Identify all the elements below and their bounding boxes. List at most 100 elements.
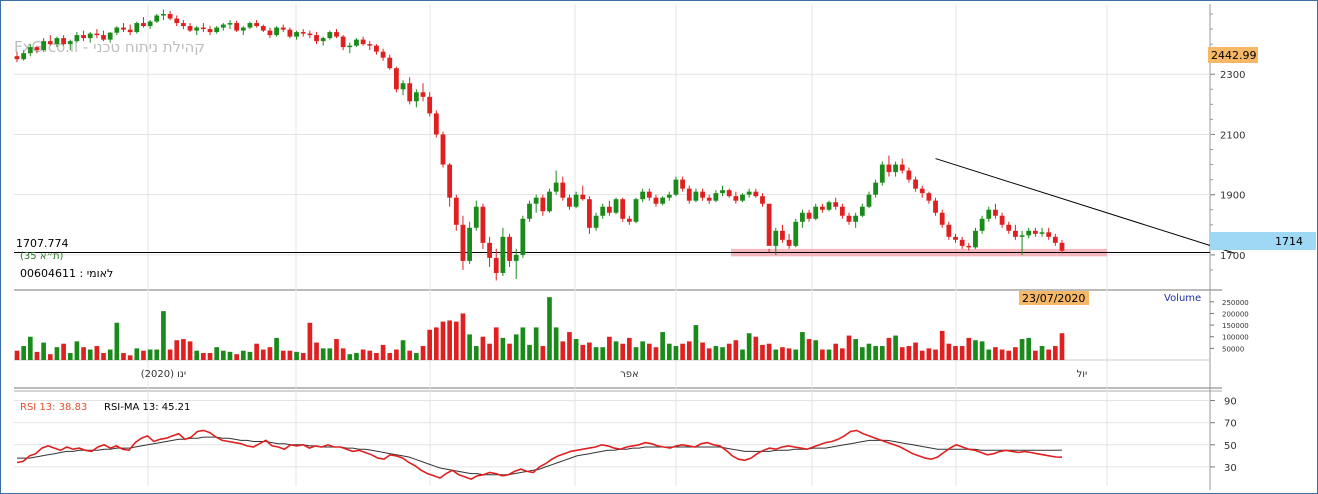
volume-tick-label: 200000 <box>1222 310 1249 318</box>
candle-body <box>573 194 579 207</box>
volume-bar <box>167 349 173 360</box>
volume-bar <box>161 311 166 360</box>
candle-body <box>287 29 293 37</box>
candle-body <box>300 32 306 34</box>
candle-body <box>766 203 772 246</box>
volume-bar <box>793 349 799 360</box>
volume-bar <box>453 321 459 360</box>
volume-bar <box>460 313 466 360</box>
candle-body <box>314 35 319 42</box>
volume-bar <box>600 347 606 360</box>
candle-body <box>147 21 153 27</box>
candle-body <box>480 206 486 243</box>
volume-bar <box>760 344 765 360</box>
volume-bar <box>800 332 805 360</box>
volume-bar <box>627 337 632 360</box>
volume-bar <box>993 347 998 360</box>
candle-body <box>1032 230 1038 234</box>
candle-body <box>41 41 47 51</box>
volume-bar <box>959 346 965 360</box>
volume-bar <box>607 336 612 360</box>
candle-body <box>267 30 273 36</box>
candle-body <box>247 23 253 28</box>
candle-body <box>873 182 879 195</box>
volume-bar <box>766 343 772 360</box>
candle-body <box>14 56 20 60</box>
date-tag: 23/07/2020 <box>1022 292 1085 305</box>
candle-body <box>826 202 832 210</box>
volume-bar <box>354 353 359 360</box>
candle-body <box>1006 224 1012 231</box>
candle-body <box>460 224 466 261</box>
candle-body <box>207 29 213 33</box>
volume-bar <box>360 349 366 360</box>
last-price-tag-bg <box>1208 47 1258 63</box>
volume-bar <box>939 330 945 360</box>
rsi-tick-label: 90 <box>1224 397 1237 408</box>
volume-bar <box>374 353 379 360</box>
candle-body <box>846 215 852 222</box>
price-tick-label: 1900 <box>1220 191 1245 202</box>
candle-body <box>67 41 73 45</box>
volume-bar <box>553 327 559 360</box>
volume-bar <box>480 336 486 360</box>
volume-bar <box>207 353 213 360</box>
candle-body <box>893 164 898 173</box>
candle-body <box>773 230 779 246</box>
price-tick-label: 2100 <box>1220 130 1245 141</box>
volume-bar <box>274 337 279 360</box>
volume-bar <box>334 339 339 360</box>
volume-bar <box>54 347 60 360</box>
price-tick-label: 1700 <box>1220 251 1245 262</box>
candle-body <box>114 27 120 33</box>
volume-bar <box>859 347 865 360</box>
candle-body <box>606 206 612 213</box>
volume-tick-label: 100000 <box>1222 334 1249 342</box>
volume-bar <box>773 349 779 360</box>
volume-bar <box>593 347 599 360</box>
candle-body <box>161 14 166 16</box>
volume-bar <box>221 350 226 360</box>
candle-body <box>646 191 652 198</box>
volume-bar <box>919 350 925 360</box>
volume-bar <box>174 340 180 360</box>
candle-body <box>354 39 359 46</box>
volume-bar <box>573 339 579 360</box>
volume-bar <box>320 348 326 360</box>
volume-tick-label: 150000 <box>1222 322 1249 330</box>
candle-body <box>420 92 426 97</box>
candle-body <box>400 83 406 90</box>
candle-body <box>473 206 479 228</box>
candle-body <box>613 199 619 213</box>
candle-body <box>620 199 626 219</box>
volume-bar <box>14 350 20 360</box>
volume-bar <box>1039 346 1045 360</box>
volume-bar <box>1059 333 1065 360</box>
candle-body <box>1013 230 1018 237</box>
candle-body <box>966 245 972 248</box>
candle-body <box>1046 232 1052 237</box>
volume-bar <box>127 355 133 360</box>
candle-body <box>547 191 552 212</box>
candle-body <box>806 212 812 219</box>
candle-body <box>973 230 978 248</box>
candle-body <box>407 83 413 102</box>
candle-body <box>1039 232 1045 234</box>
volume-bar <box>280 350 286 360</box>
candle-body <box>220 24 226 28</box>
volume-bar <box>181 339 186 360</box>
volume-bar <box>234 354 239 360</box>
volume-bar <box>1046 349 1052 360</box>
volume-bar <box>833 343 839 360</box>
volume-bar <box>340 348 346 360</box>
candle-body <box>54 38 60 45</box>
candle-body <box>587 199 592 228</box>
candle-body <box>200 27 206 30</box>
rsi-tick-label: 50 <box>1224 441 1237 452</box>
volume-bar <box>720 347 725 360</box>
candle-body <box>993 209 998 216</box>
volume-bar <box>307 322 313 360</box>
volume-bar <box>826 349 832 360</box>
volume-bar <box>400 340 406 360</box>
